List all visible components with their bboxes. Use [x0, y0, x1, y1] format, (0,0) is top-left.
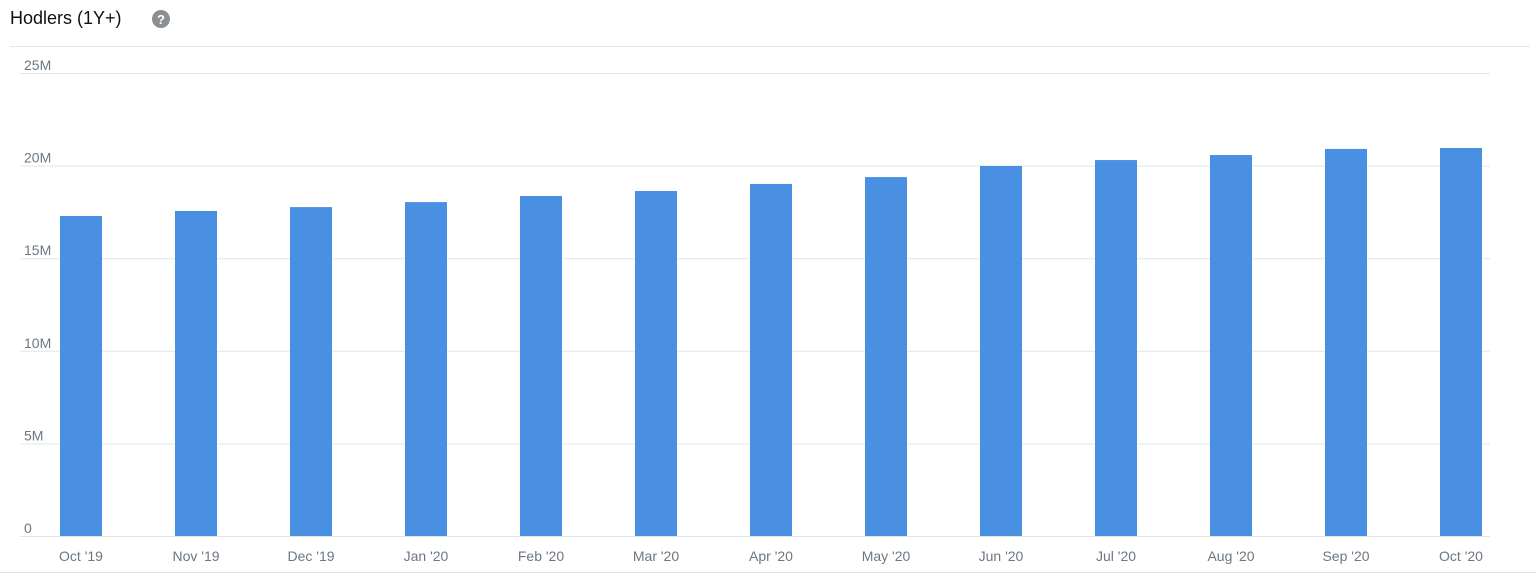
- x-tick-label: Apr '20: [749, 548, 793, 564]
- bar: [1210, 155, 1252, 537]
- bar: [865, 177, 907, 536]
- bar: [290, 207, 332, 537]
- bar: [1095, 160, 1137, 536]
- x-tick-label: Sep '20: [1322, 548, 1369, 564]
- y-tick-label: 15M: [24, 242, 51, 258]
- bar: [750, 183, 792, 536]
- y-tick-label: 5M: [24, 427, 43, 443]
- y-tick-label: 10M: [24, 335, 51, 351]
- chart-title: Hodlers (1Y+): [10, 8, 122, 28]
- bar: [60, 215, 102, 536]
- x-tick-label: Aug '20: [1207, 548, 1254, 564]
- bar: [635, 190, 677, 536]
- bar: [1325, 148, 1367, 536]
- y-tick-label: 0: [24, 520, 32, 536]
- x-tick-label: Jan '20: [404, 548, 449, 564]
- x-tick-label: Feb '20: [518, 548, 564, 564]
- x-tick-label: Jul '20: [1096, 548, 1136, 564]
- help-icon[interactable]: ?: [152, 10, 170, 28]
- bar: [980, 165, 1022, 536]
- x-tick-label: Dec '19: [287, 548, 334, 564]
- bar: [405, 202, 447, 536]
- x-tick-label: May '20: [862, 548, 911, 564]
- svg-text:?: ?: [157, 12, 165, 27]
- x-tick-label: Oct '20: [1439, 548, 1483, 564]
- bar: [175, 210, 217, 536]
- x-tick-label: Jun '20: [979, 548, 1024, 564]
- bar: [1440, 148, 1482, 537]
- x-tick-label: Nov '19: [172, 548, 219, 564]
- bar: [520, 195, 562, 537]
- x-tick-label: Oct '19: [59, 548, 103, 564]
- x-tick-label: Mar '20: [633, 548, 679, 564]
- y-tick-label: 25M: [24, 57, 51, 73]
- y-tick-label: 20M: [24, 150, 51, 166]
